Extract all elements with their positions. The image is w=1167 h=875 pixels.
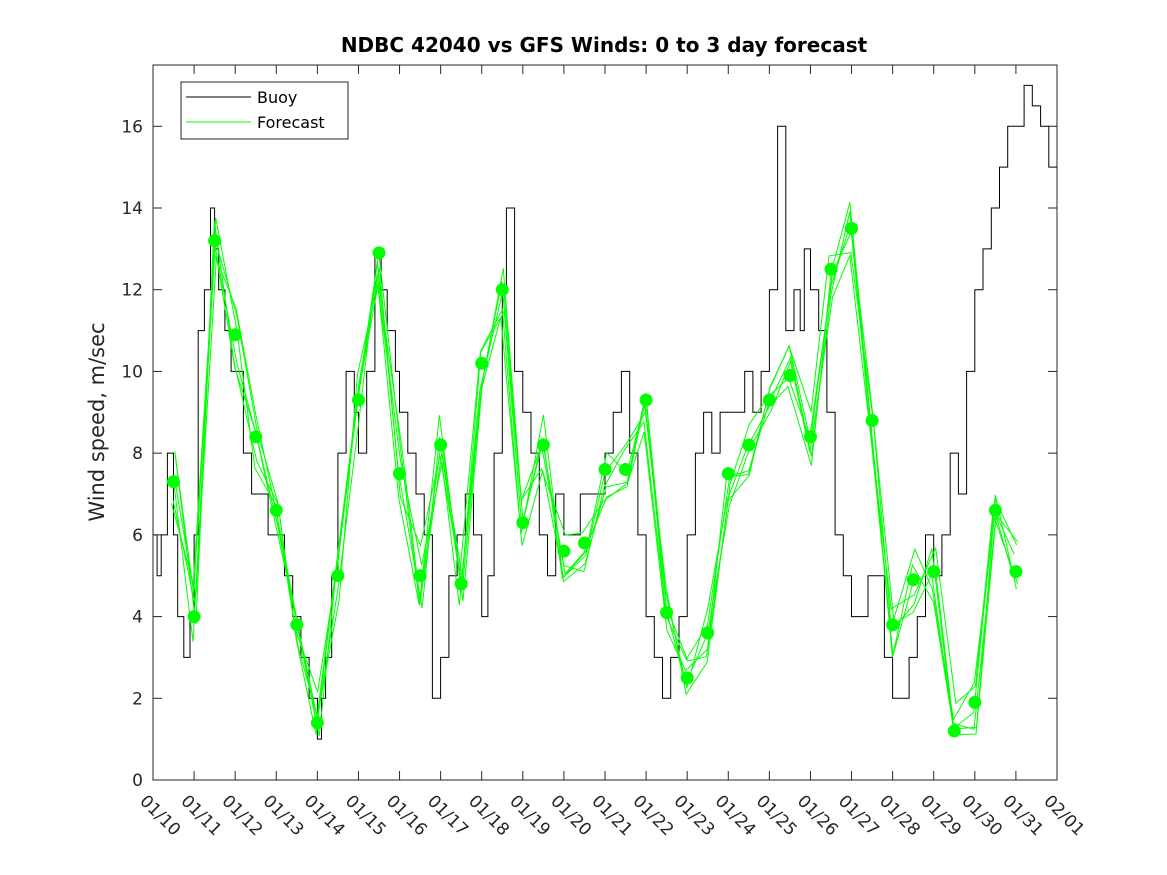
y-axis-label: Wind speed, m/sec bbox=[85, 322, 109, 521]
forecast-point bbox=[906, 573, 920, 587]
y-tick-label: 10 bbox=[121, 362, 143, 382]
chart-title: NDBC 42040 vs GFS Winds: 0 to 3 day fore… bbox=[341, 33, 868, 57]
y-tick-label: 16 bbox=[121, 117, 143, 137]
forecast-point bbox=[372, 246, 386, 260]
y-tick-label: 2 bbox=[132, 689, 143, 709]
forecast-point bbox=[845, 221, 858, 235]
forecast-point bbox=[331, 569, 345, 583]
forecast-point bbox=[208, 234, 222, 248]
legend-forecast-label: Forecast bbox=[257, 113, 325, 132]
forecast-point bbox=[783, 369, 797, 382]
y-tick-label: 12 bbox=[121, 281, 143, 301]
forecast-point bbox=[269, 503, 283, 517]
forecast-series-line bbox=[174, 252, 1019, 722]
y-tick-label: 6 bbox=[132, 526, 143, 546]
forecast-point bbox=[310, 716, 324, 730]
forecast-point bbox=[598, 463, 612, 476]
forecast-point bbox=[947, 724, 961, 738]
forecast-point bbox=[742, 438, 756, 452]
forecast-point bbox=[557, 544, 571, 558]
forecast-point bbox=[968, 695, 982, 709]
forecast-point bbox=[804, 430, 817, 444]
legend-buoy-label: Buoy bbox=[257, 88, 297, 107]
forecast-point bbox=[1009, 565, 1023, 579]
forecast-point bbox=[927, 565, 941, 579]
forecast-point bbox=[824, 262, 838, 276]
y-tick-label: 0 bbox=[132, 771, 143, 791]
forecast-point bbox=[762, 393, 776, 407]
y-tick-label: 4 bbox=[132, 608, 143, 628]
forecast-point bbox=[249, 430, 263, 444]
y-tick-label: 14 bbox=[121, 199, 143, 219]
forecast-point bbox=[701, 626, 715, 640]
forecast-point bbox=[988, 503, 1002, 517]
forecast-point bbox=[660, 606, 674, 619]
data-layer bbox=[153, 84, 1057, 740]
forecast-point bbox=[578, 536, 591, 550]
forecast-point bbox=[721, 467, 735, 481]
forecast-point bbox=[886, 618, 900, 632]
forecast-point bbox=[228, 328, 242, 342]
forecast-point bbox=[536, 438, 550, 452]
legend: Buoy Forecast bbox=[180, 81, 349, 140]
forecast-point bbox=[516, 516, 530, 530]
forecast-point bbox=[639, 393, 653, 407]
forecast-point bbox=[680, 671, 694, 685]
legend-box bbox=[180, 81, 349, 140]
forecast-point bbox=[434, 438, 448, 452]
forecast-point bbox=[290, 618, 304, 632]
forecast-point bbox=[865, 414, 879, 427]
forecast-point bbox=[393, 467, 406, 481]
forecast-point bbox=[187, 610, 201, 624]
forecast-point bbox=[352, 393, 365, 407]
forecast-point bbox=[475, 356, 489, 370]
forecast-point bbox=[619, 463, 632, 476]
y-tick-label: 8 bbox=[132, 444, 143, 464]
plot-area bbox=[152, 64, 1058, 781]
forecast-point bbox=[413, 569, 427, 583]
forecast-point bbox=[167, 475, 180, 489]
forecast-point bbox=[454, 577, 468, 591]
forecast-point bbox=[495, 283, 509, 297]
